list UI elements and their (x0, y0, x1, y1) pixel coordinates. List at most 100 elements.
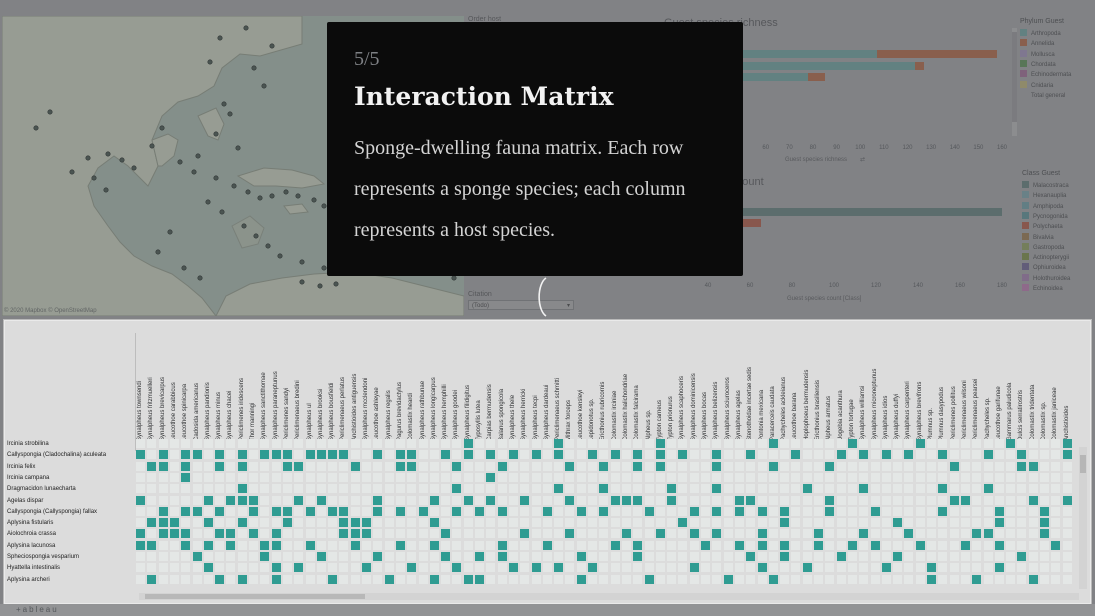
matrix-cell[interactable] (712, 450, 722, 460)
matrix-cell[interactable] (215, 461, 225, 471)
matrix-cell[interactable] (588, 450, 597, 460)
matrix-cell[interactable] (554, 563, 564, 573)
matrix-cell[interactable] (339, 529, 349, 539)
column-header[interactable]: Pachycheles ackleianus (780, 335, 789, 445)
matrix-cell[interactable] (339, 506, 349, 516)
column-header[interactable]: Leucothoe spinicarpa (181, 335, 190, 445)
matrix-cell[interactable] (181, 540, 191, 550)
column-header[interactable]: Synalpheus rathbunae (419, 335, 428, 445)
bar-malacostraca[interactable] (624, 208, 1002, 216)
matrix-cell[interactable] (418, 506, 428, 516)
matrix-cell[interactable] (339, 518, 349, 528)
matrix-cell[interactable] (825, 506, 835, 516)
scroll-thumb[interactable] (145, 594, 365, 599)
matrix-cell[interactable] (655, 461, 665, 471)
matrix-cell[interactable] (226, 495, 236, 505)
matrix-cell[interactable] (373, 495, 383, 505)
row-header[interactable]: Aiolochroia crassa (7, 531, 57, 538)
matrix-cell[interactable] (734, 495, 744, 505)
matrix-vertical-scrollbar[interactable] (1079, 447, 1087, 589)
legend-item[interactable]: Actinopterygii (1022, 253, 1069, 262)
matrix-cell[interactable] (407, 461, 417, 471)
matrix-cell[interactable] (565, 495, 575, 505)
row-header[interactable]: Ircinia campana (7, 474, 50, 481)
matrix-cell[interactable] (565, 461, 575, 471)
matrix-cell[interactable] (452, 506, 462, 516)
column-header[interactable]: Colomastix heardi (407, 335, 416, 445)
column-header[interactable]: Synalpheus hemphilli (441, 335, 450, 445)
column-header[interactable]: Lepidonotus sp. (588, 335, 597, 445)
matrix-cell[interactable] (215, 506, 225, 516)
matrix-cell[interactable] (1017, 552, 1027, 561)
matrix-cell[interactable] (339, 450, 349, 460)
column-header[interactable]: Synalpheus williamsi (859, 335, 868, 445)
matrix-cell[interactable] (655, 529, 665, 539)
matrix-cell[interactable] (915, 540, 925, 550)
matrix-cell[interactable] (520, 495, 530, 505)
matrix-cell[interactable] (260, 450, 270, 460)
matrix-cell[interactable] (689, 563, 699, 573)
matrix-cell[interactable] (203, 495, 213, 505)
matrix-cell[interactable] (542, 540, 552, 550)
matrix-cell[interactable] (644, 506, 654, 516)
column-header[interactable]: Colomastix sp. (1040, 335, 1049, 445)
matrix-cell[interactable] (271, 574, 281, 584)
matrix-cell[interactable] (599, 484, 609, 494)
matrix-cell[interactable] (633, 540, 643, 550)
matrix-cell[interactable] (1017, 461, 1027, 471)
matrix-cell[interactable] (475, 506, 484, 516)
matrix-cell[interactable] (328, 506, 338, 516)
matrix-cell[interactable] (181, 450, 191, 460)
matrix-cell[interactable] (1017, 450, 1027, 460)
matrix-cell[interactable] (226, 529, 236, 539)
column-header[interactable]: Balanus spongicola (498, 335, 507, 445)
matrix-cell[interactable] (249, 506, 258, 516)
matrix-cell[interactable] (576, 552, 586, 561)
column-header[interactable]: Synalpheus sanctithomae (260, 335, 269, 445)
matrix-cell[interactable] (780, 540, 790, 550)
matrix-cell[interactable] (260, 552, 270, 561)
column-header[interactable]: Synalpheus sciuroceros (724, 335, 733, 445)
column-header[interactable]: Cadosida americanus (193, 335, 202, 445)
column-header[interactable]: Synalpheus townsendi (136, 335, 145, 445)
matrix-cell[interactable] (859, 529, 869, 539)
matrix-cell[interactable] (362, 563, 371, 573)
citation-dropdown[interactable]: (Todo) ▾ (468, 300, 574, 310)
matrix-cell[interactable] (542, 506, 552, 516)
column-header[interactable]: Typton carneus (656, 335, 665, 445)
matrix-cell[interactable] (678, 518, 688, 528)
column-header[interactable]: Synalpheus ul (306, 335, 315, 445)
scroll-thumb[interactable] (1080, 455, 1086, 473)
matrix-cell[interactable] (757, 529, 767, 539)
matrix-cell[interactable] (633, 552, 643, 561)
matrix-cell[interactable] (147, 461, 157, 471)
column-header[interactable]: Synalpheus pandionis (204, 335, 213, 445)
column-header[interactable]: Synalpheus brevifrons (916, 335, 925, 445)
column-header[interactable]: Alpheus sp. (645, 335, 654, 445)
matrix-cell[interactable] (441, 450, 451, 460)
matrix-cell[interactable] (825, 495, 835, 505)
column-header[interactable]: Periclimenaeus perlatus (339, 335, 348, 445)
matrix-cell[interactable] (181, 506, 191, 516)
matrix-cell[interactable] (486, 495, 496, 505)
matrix-cell[interactable] (881, 450, 891, 460)
column-header[interactable]: Synalpheus mcclendoni (362, 335, 371, 445)
matrix-cell[interactable] (395, 461, 405, 471)
column-header[interactable]: Pachycheles sp. (984, 335, 993, 445)
matrix-cell[interactable] (350, 518, 360, 528)
legend-item[interactable]: Total general (1020, 91, 1065, 100)
column-header[interactable]: Typton tortugae (848, 335, 857, 445)
matrix-cell[interactable] (203, 518, 213, 528)
legend-phylum-scrollbar[interactable] (1012, 28, 1017, 136)
matrix-cell[interactable] (305, 540, 315, 550)
matrix-cell[interactable] (644, 574, 654, 584)
legend-item[interactable]: Chordata (1020, 59, 1056, 69)
matrix-cell[interactable] (599, 506, 609, 516)
matrix-cell[interactable] (452, 484, 462, 494)
matrix-cell[interactable] (136, 540, 145, 550)
matrix-cell[interactable] (870, 506, 880, 516)
column-header[interactable]: Ericthonius rubricornis (599, 335, 608, 445)
matrix-cell[interactable] (633, 461, 643, 471)
row-header[interactable]: Callyspongia (Callyspongia) fallax (7, 508, 98, 515)
matrix-cell[interactable] (881, 563, 891, 573)
